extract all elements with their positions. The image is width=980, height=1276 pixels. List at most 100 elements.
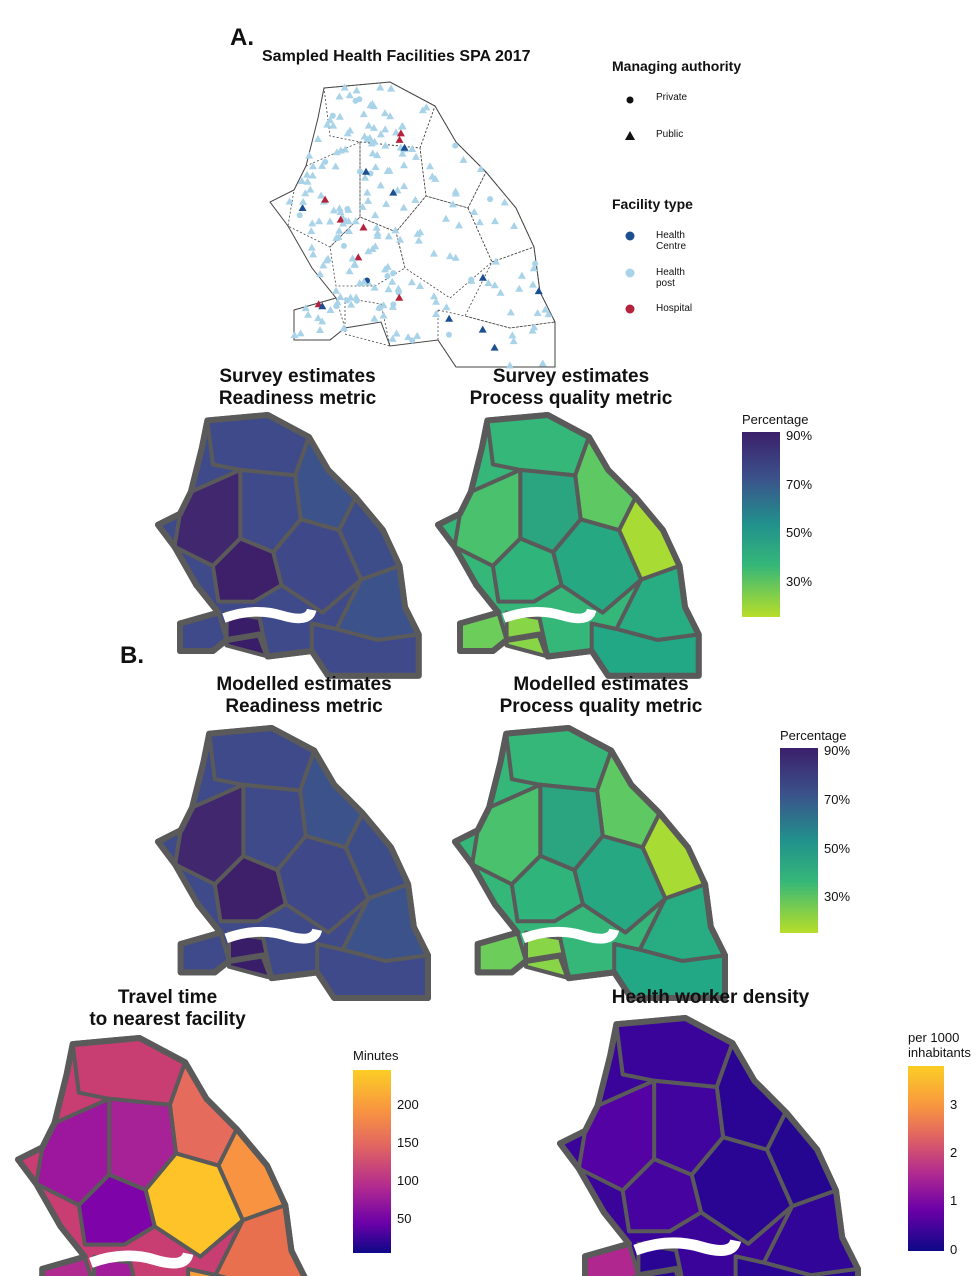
- survey-colorbar-title: Percentage: [742, 412, 809, 427]
- country-border: [557, 1015, 861, 1276]
- facility-marker: [505, 361, 514, 369]
- facility-marker: [352, 97, 359, 104]
- facility-marker: [515, 284, 524, 292]
- legend-public-label: Public: [656, 129, 684, 140]
- modelled-tick-50: 50%: [824, 841, 851, 856]
- public-triangle-icon: [625, 131, 635, 140]
- facility-marker: [399, 203, 408, 211]
- facility-marker: [408, 144, 417, 152]
- facility-marker: [332, 148, 341, 156]
- facility-marker: [500, 198, 509, 206]
- facility-marker: [353, 297, 360, 304]
- facility-marker: [359, 110, 368, 118]
- facility-marker: [322, 256, 331, 264]
- health-post-dot-icon: [625, 268, 635, 278]
- facility-marker: [341, 145, 350, 153]
- facility-marker: [496, 288, 505, 296]
- facility-marker: [381, 125, 390, 133]
- facility-marker: [306, 185, 315, 193]
- facility-marker: [370, 137, 379, 145]
- facility-marker: [303, 170, 312, 178]
- modelled-tick-70: 70%: [824, 792, 851, 807]
- facility-marker: [323, 120, 332, 128]
- region-n: [205, 413, 311, 478]
- facility-marker: [506, 308, 515, 316]
- facility-marker: [430, 292, 439, 300]
- facility-marker: [369, 102, 378, 110]
- legend-public: Public: [625, 128, 683, 146]
- facility-marker: [426, 162, 435, 170]
- facility-marker: [358, 202, 367, 210]
- survey-tick-30: 30%: [786, 574, 813, 589]
- facility-marker: [399, 161, 408, 169]
- facility-marker: [470, 207, 479, 215]
- facility-marker: [396, 235, 405, 243]
- facility-marker: [510, 221, 519, 229]
- facility-marker: [307, 243, 316, 251]
- facility-marker: [442, 214, 451, 222]
- modelled-readiness-title: Modelled estimates Readiness metric: [216, 674, 392, 717]
- region-sw: [76, 1172, 157, 1247]
- modelled-process-map: [452, 725, 728, 1001]
- facility-marker: [411, 152, 420, 160]
- facility-marker: [301, 189, 310, 197]
- facility-marker: [298, 204, 307, 212]
- facility-marker: [297, 177, 306, 185]
- facility-marker: [359, 223, 368, 231]
- facility-marker: [400, 182, 409, 190]
- facility-marker: [322, 158, 329, 165]
- facility-marker: [371, 211, 380, 219]
- facility-marker: [307, 227, 316, 235]
- survey-colorbar: [742, 432, 780, 617]
- facility-marker: [352, 86, 361, 94]
- facility-marker: [335, 112, 344, 120]
- facility-marker: [336, 293, 345, 301]
- facility-marker: [379, 301, 388, 309]
- facility-marker: [476, 165, 485, 173]
- facility-marker: [335, 204, 344, 212]
- survey-tick-90: 90%: [786, 428, 813, 443]
- facility-marker: [350, 259, 359, 267]
- facility-marker: [355, 279, 364, 287]
- facility-marker: [334, 232, 343, 240]
- facility-marker: [361, 173, 370, 181]
- facility-marker: [344, 227, 353, 235]
- facility-marker: [455, 221, 464, 229]
- facility-marker: [329, 121, 338, 129]
- facility-marker: [331, 162, 340, 170]
- density-map: [557, 1015, 861, 1276]
- modelled-process-title: Modelled estimates Process quality metri…: [499, 674, 703, 717]
- travel-tick-200: 200: [397, 1097, 419, 1112]
- region-n: [485, 413, 591, 478]
- facility-marker: [345, 267, 354, 275]
- gambia-gap: [521, 926, 620, 944]
- facility-marker: [382, 199, 391, 207]
- facility-map-region: [329, 216, 406, 287]
- facility-marker: [398, 122, 407, 130]
- facility-marker: [398, 149, 407, 157]
- facility-marker: [392, 329, 401, 337]
- facility-marker: [446, 252, 455, 260]
- facility-marker: [395, 135, 404, 143]
- facility-marker: [318, 302, 327, 310]
- modelled-colorbar: [780, 748, 818, 933]
- facility-map-region: [464, 246, 556, 329]
- legend-health-post: Health post: [625, 267, 685, 289]
- facility-marker: [416, 282, 425, 290]
- travel-time-map: [15, 1035, 308, 1276]
- facility-marker: [484, 279, 493, 287]
- facility-marker: [317, 191, 326, 199]
- facility-marker: [367, 170, 374, 177]
- facility-map-title: Sampled Health Facilities SPA 2017: [262, 48, 531, 65]
- facility-marker: [385, 166, 394, 174]
- region-n: [70, 1036, 188, 1107]
- facility-marker: [315, 217, 324, 225]
- facility-marker: [315, 270, 324, 278]
- facility-marker: [451, 187, 460, 195]
- facility-marker: [383, 262, 392, 270]
- country-border: [155, 412, 422, 679]
- facility-marker: [388, 334, 397, 342]
- facility-marker: [490, 281, 499, 289]
- facility-marker: [326, 217, 335, 225]
- facility-marker: [316, 325, 325, 333]
